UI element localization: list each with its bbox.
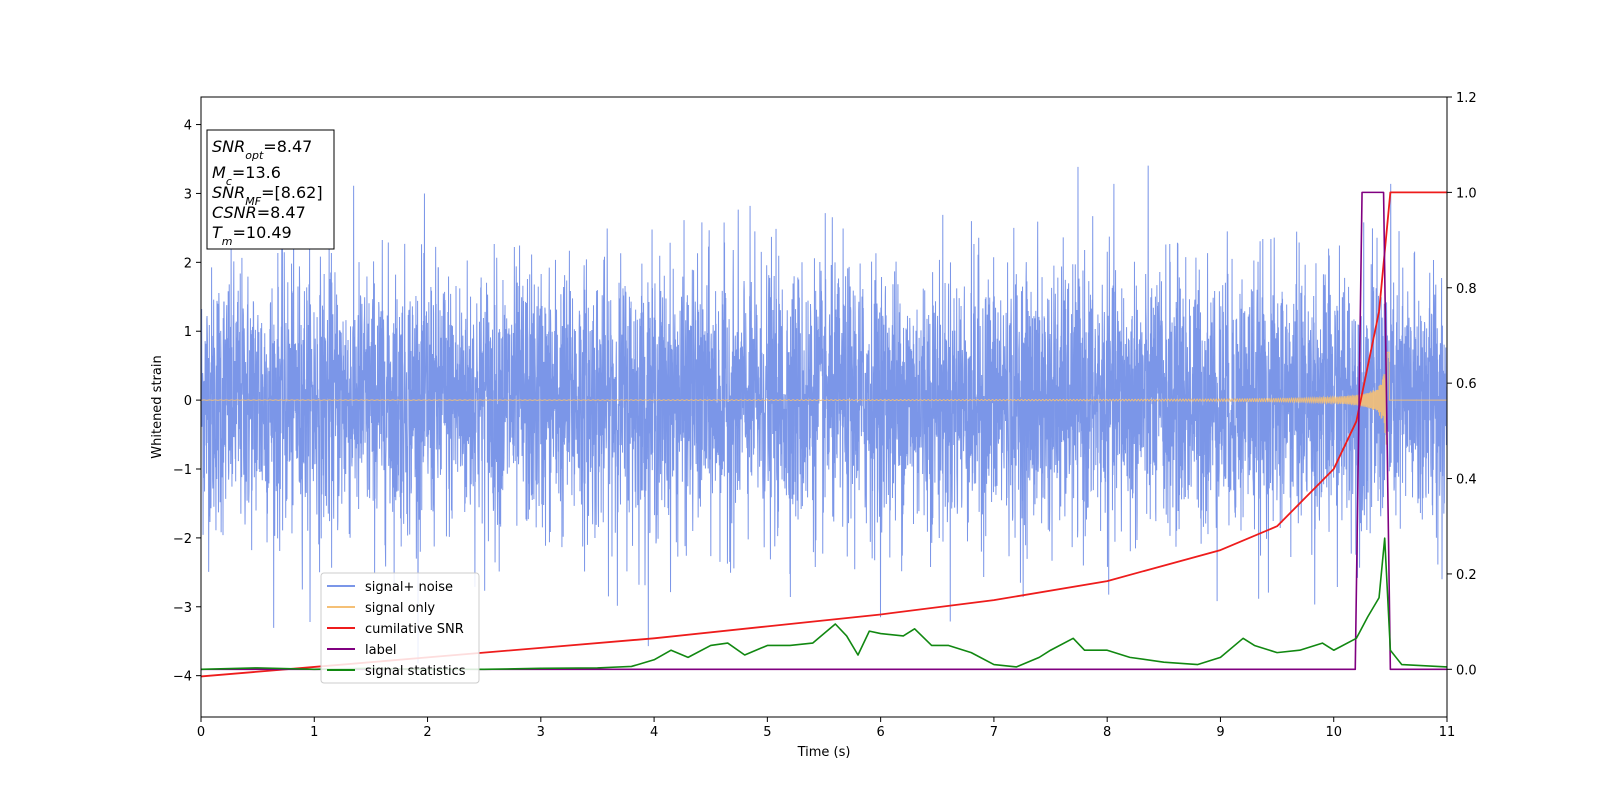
y-tick-label: 3 <box>184 187 192 202</box>
annotation-line: SNRMF=[8.62] <box>212 183 323 208</box>
tick-layer: 0 1 2 3 4 5 6 7 8 9 10 1143210−1−2−3−41.21.00.80.60… <box>173 91 1477 740</box>
annotation-value: =10.49 <box>233 223 292 242</box>
annotation-sub: opt <box>245 149 264 162</box>
annotation-value: =8.47 <box>263 137 312 156</box>
annotation-main: SNR <box>212 137 245 156</box>
series-label <box>201 191 1447 671</box>
annotation-line: Mc=13.6 <box>212 163 281 188</box>
annotation-frame <box>206 129 335 250</box>
y-tick-label: −2 <box>173 532 192 547</box>
x-tick-label: 6 <box>876 725 884 740</box>
y2-tick-label: 0.8 <box>1456 282 1477 297</box>
y2-tick-label: 0.4 <box>1456 473 1477 488</box>
annotation-line: CSNR=8.47 <box>212 203 306 222</box>
legend-label: signal only <box>365 601 435 616</box>
y-tick-label: −3 <box>173 601 192 616</box>
x-tick-label: 3 <box>537 725 545 740</box>
annotation-value: =8.47 <box>257 203 306 222</box>
annotation-lines: SNRopt=8.47Mc=13.6SNRMF=[8.62]CSNR=8.47T… <box>212 137 323 248</box>
annotation-main: CSNR <box>212 203 257 222</box>
annotation-sub: c <box>226 175 232 188</box>
legend-frame <box>320 572 480 684</box>
plot-frame <box>200 96 1448 718</box>
series-signal-noise <box>201 165 1447 664</box>
x-tick-label: 9 <box>1216 725 1224 740</box>
y-tick-label: 1 <box>184 325 192 340</box>
series-signal-only <box>201 351 1447 445</box>
x-tick-label: 11 <box>1439 725 1456 740</box>
series-cumulative-snr <box>201 191 1447 678</box>
annotation-value: =13.6 <box>232 163 281 182</box>
y-tick-label: 0 <box>184 394 192 409</box>
x-tick-label: 4 <box>650 725 658 740</box>
x-axis-label: Time (s) <box>797 745 851 760</box>
legend-label: signal statistics <box>365 664 466 679</box>
annotation-line: SNRopt=8.47 <box>212 137 312 162</box>
annotation-main: SNR <box>212 183 245 202</box>
x-tick-label: 10 <box>1325 725 1342 740</box>
annotation-line: Tm=10.49 <box>212 223 292 248</box>
data-layer <box>201 165 1447 678</box>
y2-tick-label: 1.2 <box>1456 91 1477 106</box>
y2-tick-label: 1.0 <box>1456 186 1477 201</box>
y-tick-label: −4 <box>173 670 192 685</box>
y-tick-label: −1 <box>173 463 192 478</box>
x-tick-label: 1 <box>310 725 318 740</box>
x-tick-label: 5 <box>763 725 771 740</box>
annotation-main: T <box>212 223 223 242</box>
x-tick-label: 7 <box>990 725 998 740</box>
annotation-value: =[8.62] <box>261 183 323 202</box>
y2-tick-label: 0.6 <box>1456 377 1477 392</box>
annotation-box: SNRopt=8.47Mc=13.6SNRMF=[8.62]CSNR=8.47T… <box>206 129 335 250</box>
annotation-sub: MF <box>245 195 261 208</box>
y2-tick-label: 0.2 <box>1456 568 1477 583</box>
y-tick-label: 2 <box>184 256 192 271</box>
legend-label: label <box>365 643 396 658</box>
legend-items: signal+ noise signal only cumilative SNR la… <box>327 580 466 679</box>
series-signal-statistics <box>201 537 1447 671</box>
legend-label: cumilative SNR <box>365 622 464 637</box>
x-tick-label: 2 <box>423 725 431 740</box>
annotation-sub: m <box>222 235 233 248</box>
legend-label: signal+ noise <box>365 580 453 595</box>
y2-tick-label: 0.0 <box>1456 663 1477 678</box>
y-axis-label: Whitened strain <box>150 355 165 458</box>
x-tick-label: 0 <box>197 725 205 740</box>
annotation-main: M <box>212 163 226 182</box>
x-tick-label: 8 <box>1103 725 1111 740</box>
legend: signal+ noise signal only cumilative SNR la… <box>320 572 480 684</box>
y-tick-label: 4 <box>184 119 192 134</box>
